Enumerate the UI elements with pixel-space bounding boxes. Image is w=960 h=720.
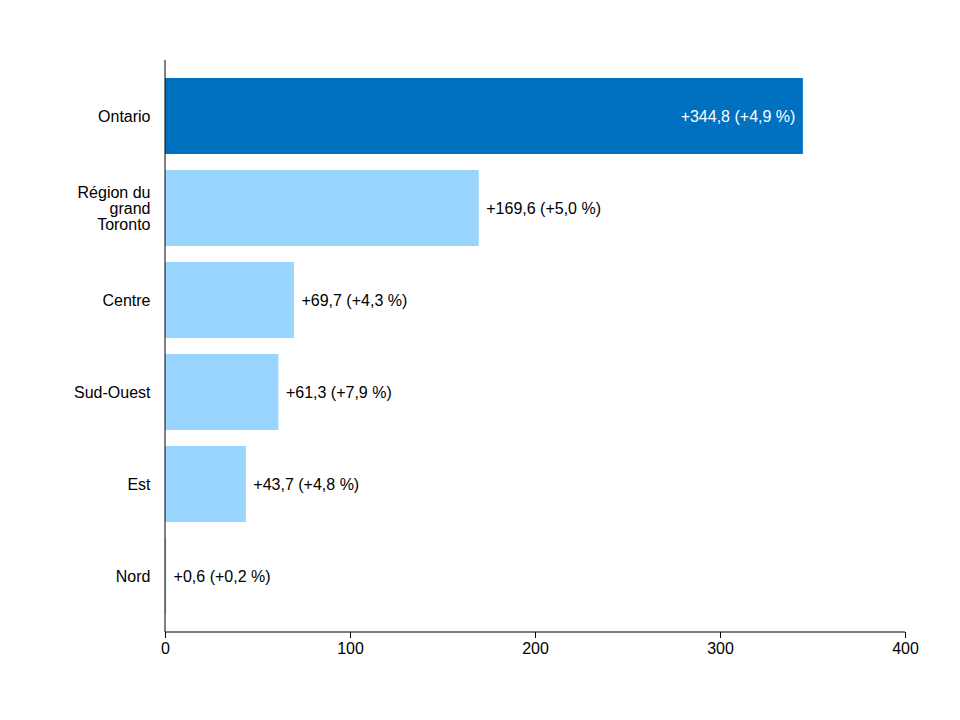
svg-text:200: 200 [522, 640, 549, 657]
svg-text:+61,3 (+7,9 %): +61,3 (+7,9 %) [286, 384, 392, 401]
svg-text:+69,7 (+4,3 %): +69,7 (+4,3 %) [301, 292, 407, 309]
svg-text:100: 100 [337, 640, 364, 657]
svg-text:0: 0 [161, 640, 170, 657]
svg-text:Ontario: Ontario [98, 108, 151, 125]
svg-text:400: 400 [892, 640, 919, 657]
svg-text:+43,7 (+4,8 %): +43,7 (+4,8 %) [253, 476, 359, 493]
svg-text:Sud-Ouest: Sud-Ouest [74, 384, 151, 401]
svg-text:+169,6 (+5,0 %): +169,6 (+5,0 %) [486, 200, 601, 217]
svg-text:Région dugrandToronto: Région dugrandToronto [78, 184, 151, 233]
svg-text:+344,8 (+4,9 %): +344,8 (+4,9 %) [681, 108, 796, 125]
svg-text:Nord: Nord [116, 568, 151, 585]
svg-text:+0,6 (+0,2 %): +0,6 (+0,2 %) [174, 568, 271, 585]
svg-text:Est: Est [127, 476, 151, 493]
svg-text:Centre: Centre [102, 292, 150, 309]
svg-text:300: 300 [707, 640, 734, 657]
html-text:En milliers (pourcentage): En milliers (pourcentage) [162, 27, 351, 46]
